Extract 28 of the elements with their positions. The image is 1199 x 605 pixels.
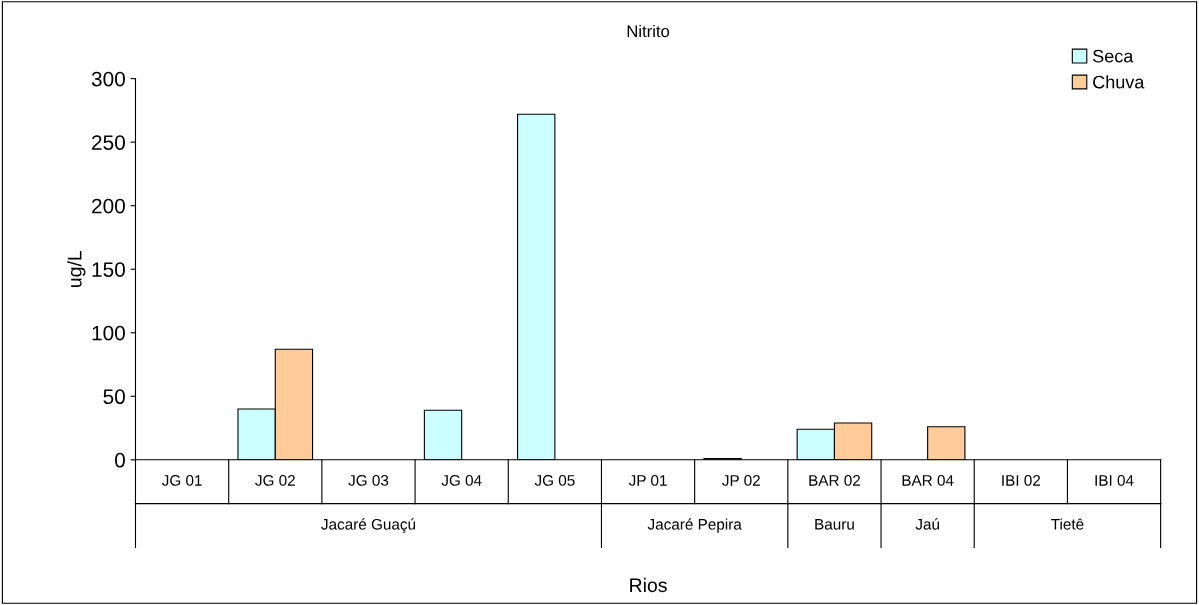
text: Jacaré Pepira bbox=[647, 518, 742, 533]
x-tick-label: JP 02 bbox=[722, 475, 760, 486]
y-tick-label: 50 bbox=[103, 389, 125, 405]
legend-label: Chuva bbox=[1093, 75, 1145, 89]
y-tick-label: 300 bbox=[91, 71, 125, 87]
x-tick-label: JP 01 bbox=[628, 475, 667, 486]
y-axis-title: ug/L bbox=[67, 250, 86, 287]
x-tick-label: JG 03 bbox=[348, 475, 389, 486]
x-axis-title: Rios bbox=[630, 577, 667, 593]
y-tick-label: 0 bbox=[114, 452, 125, 468]
y-tick-label: 150 bbox=[92, 262, 125, 277]
text: Jaú bbox=[915, 518, 939, 530]
x-tick-label: BAR 04 bbox=[902, 475, 954, 486]
x-tick-label: BAR 02 bbox=[809, 475, 861, 486]
x-tick-label: JG 04 bbox=[441, 475, 482, 486]
y-tick-label: 100 bbox=[92, 325, 125, 341]
text: Tietê bbox=[1051, 518, 1084, 530]
y-tick-label: 250 bbox=[92, 135, 125, 150]
legend-label: Seca bbox=[1093, 49, 1134, 63]
x-tick-label: JG 01 bbox=[161, 475, 202, 486]
x-tick-label: JG 02 bbox=[255, 475, 295, 486]
text: Bauru bbox=[815, 518, 854, 530]
chart-title: Nitrito bbox=[627, 24, 670, 38]
x-tick-label: IBI 02 bbox=[1002, 475, 1041, 486]
y-tick-label: 200 bbox=[92, 198, 125, 214]
x-tick-label: JG 05 bbox=[534, 475, 575, 486]
x-tick-label: IBI 04 bbox=[1095, 475, 1134, 486]
text: Jacaré Guaçú bbox=[321, 518, 416, 533]
